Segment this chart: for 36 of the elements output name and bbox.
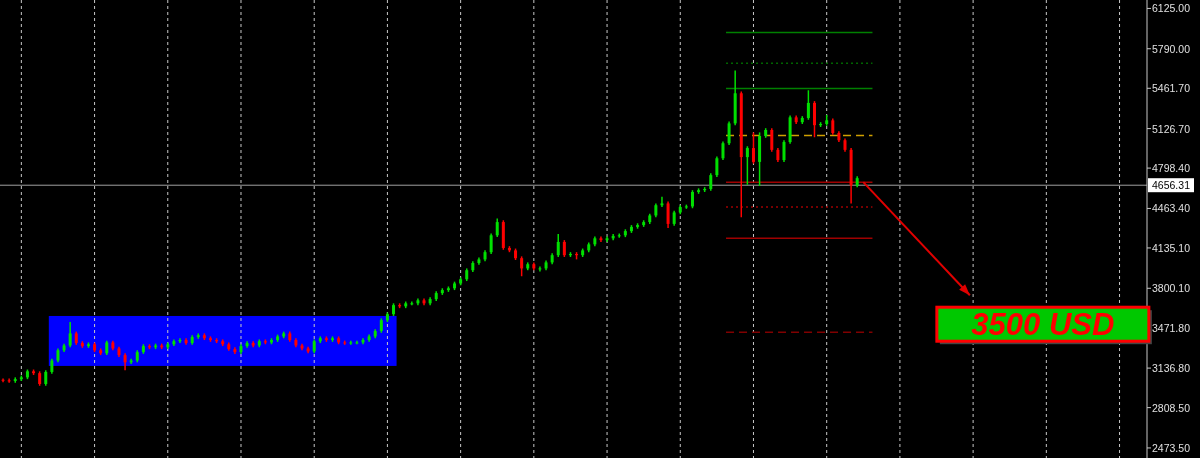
candlestick: [727, 120, 731, 146]
y-tick-label: 2473.50: [1152, 441, 1191, 454]
candlestick: [812, 100, 816, 138]
candlestick: [208, 335, 212, 343]
y-tick-label: 2808.50: [1152, 401, 1191, 414]
y-tick-label: 5126.70: [1152, 122, 1191, 135]
candlestick: [770, 127, 774, 153]
y-tick-label: 6125.00: [1152, 2, 1191, 15]
candlestick: [806, 89, 810, 121]
y-tick-label: 5461.70: [1152, 82, 1191, 95]
y-tick-label: 4798.40: [1152, 162, 1191, 175]
candlestick: [349, 339, 353, 346]
annotation: 3500 USD: [971, 307, 1115, 343]
candlestick: [556, 233, 560, 258]
y-tick-label: 5790.00: [1152, 42, 1191, 55]
candlestick: [520, 255, 524, 277]
candlestick: [745, 145, 749, 186]
y-tick-label: 4135.10: [1152, 241, 1191, 254]
y-tick-label: 3471.80: [1152, 321, 1191, 334]
candlestick: [690, 189, 694, 209]
y-tick-label: 4463.40: [1152, 202, 1191, 215]
candlestick: [68, 321, 72, 349]
ref-line-label: 4656.31: [1152, 179, 1191, 192]
y-tick-label: 3136.80: [1152, 362, 1191, 375]
candlestick: [660, 196, 664, 208]
candlestick: [392, 302, 396, 317]
candlestick: [751, 131, 755, 165]
candlestick: [495, 217, 499, 238]
candlestick: [782, 139, 786, 163]
candlestick: [331, 335, 335, 343]
candlestick: [7, 377, 11, 384]
candlestick: [489, 232, 493, 255]
candlestick: [715, 155, 719, 178]
y-tick-label: 3800.10: [1152, 282, 1191, 295]
candlestick: [721, 140, 725, 161]
candlestick: [666, 200, 670, 229]
